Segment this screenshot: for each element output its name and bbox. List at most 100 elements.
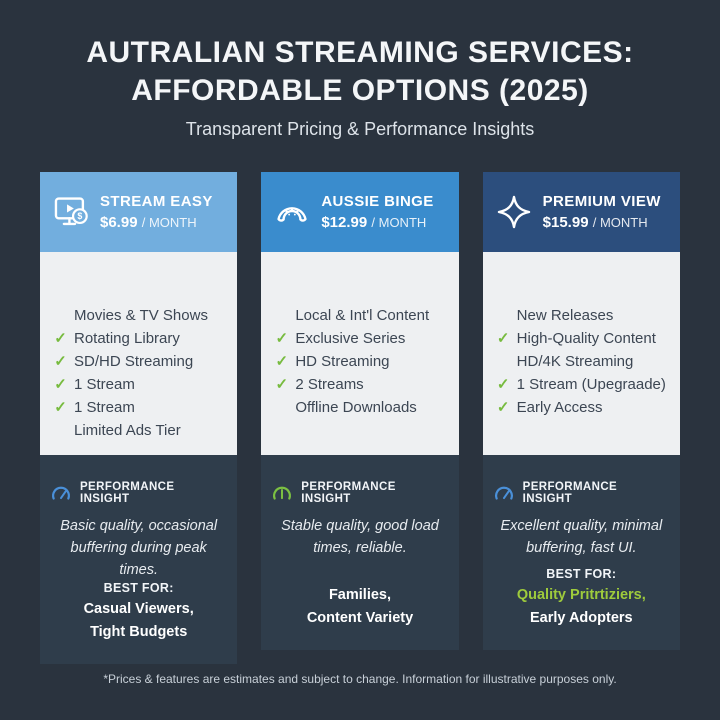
plan-price-row: $12.99 / MONTH — [321, 214, 433, 231]
feature-text: New Releases — [516, 307, 614, 324]
performance-insight-text: Basic quality, occasional buffering duri… — [60, 518, 218, 578]
feature-item: ✓ 1 Stream — [52, 396, 229, 419]
svg-text:$: $ — [77, 211, 82, 221]
card-header-text: STREAM EASY $6.99 / MONTH — [100, 193, 213, 231]
card-icon — [273, 193, 311, 231]
best-for-block: BEST FOR: Casual Viewers, Tight Budgets — [84, 581, 194, 644]
pricing-card: AUSSIE BINGE $12.99 / MONTH Local & Int'… — [261, 172, 459, 650]
plan-price-period: / MONTH — [141, 215, 197, 230]
best-for-block: BEST FOR: Quality Pritrtiziers, Early Ado… — [517, 567, 646, 630]
check-icon: ✓ — [275, 330, 289, 347]
best-for-line: Early Adopters — [530, 610, 633, 626]
feature-item: ✓ HD Streaming — [273, 350, 450, 373]
feature-item: ✓ High-Quality Content — [495, 327, 672, 350]
pricing-card: $ STREAM EASY $6.99 / MONTH Movies & TV … — [40, 172, 238, 664]
best-for-line: Content Variety — [306, 610, 414, 626]
feature-item: HD/4K Streaming — [495, 350, 672, 373]
page-title-line2: AFFORDABLE OPTIONS (2025) — [131, 74, 589, 107]
feature-list: Movies & TV Shows ✓ Rotating Library ✓ SD/HD… — [52, 304, 229, 442]
plan-price-row: $15.99 / MONTH — [543, 214, 661, 231]
plan-price: $6.99 — [100, 214, 138, 231]
card-insight-section: PERFORMANCE INSIGHT Excellent quality, m… — [482, 455, 680, 650]
card-header: $ STREAM EASY $6.99 / MONTH — [40, 172, 238, 252]
feature-text: 1 Stream (Upegraade) — [516, 376, 666, 393]
disclaimer-text: *Prices & features are estimates and sub… — [103, 672, 617, 686]
check-icon: ✓ — [496, 399, 510, 416]
performance-insight-text: Excellent quality, minimal buffering, fa… — [500, 518, 663, 556]
best-for-lines: Families, Content Variety — [307, 584, 413, 630]
performance-insight-text: Stable quality, good load times, reliabl… — [281, 518, 439, 556]
feature-item: ✓ SD/HD Streaming — [52, 350, 229, 373]
best-for-label: BEST FOR: — [103, 581, 174, 595]
performance-insight-label: PERFORMANCE INSIGHT — [79, 481, 175, 505]
feature-item: ✓ 1 Stream — [52, 373, 229, 396]
card-icon: $ — [52, 193, 90, 231]
feature-list: Local & Int'l Content ✓ Exclusive Series ✓ H… — [273, 304, 450, 419]
plan-name: AUSSIE BINGE — [321, 193, 434, 210]
best-for-lines: Casual Viewers, Tight Budgets — [84, 598, 194, 644]
feature-item: ✓ 2 Streams — [273, 373, 450, 396]
gauge-icon — [273, 486, 292, 500]
feature-text: High-Quality Content — [516, 330, 656, 347]
plan-price-period: / MONTH — [592, 215, 648, 230]
check-icon: ✓ — [54, 330, 67, 347]
feature-text: Rotating Library — [74, 330, 180, 347]
sparkle-icon — [497, 195, 530, 229]
pricing-card: PREMIUM VIEW $15.99 / MONTH New Releases… — [482, 172, 680, 650]
feature-item: ✓ Rotating Library — [52, 327, 229, 350]
best-for-label: BEST FOR: — [546, 567, 617, 581]
feature-item: ✓ 1 Stream (Upegraade) — [495, 373, 672, 396]
feature-item: Offline Downloads — [273, 396, 450, 419]
feature-item: Local & Int'l Content — [273, 304, 450, 327]
plan-name: STREAM EASY — [100, 193, 213, 210]
feature-text: 2 Streams — [295, 376, 364, 393]
feature-item: Movies & TV Shows — [52, 304, 229, 327]
plan-name: PREMIUM VIEW — [542, 193, 661, 210]
pricing-cards-row: $ STREAM EASY $6.99 / MONTH Movies & TV … — [40, 172, 680, 664]
tv-play-dollar-icon: $ — [54, 197, 88, 226]
best-for-block: Families, Content Variety — [307, 584, 413, 630]
performance-insight-label: PERFORMANCE INSIGHT — [522, 481, 618, 505]
card-icon — [495, 193, 533, 231]
performance-insight-row: PERFORMANCE INSIGHT — [271, 481, 448, 505]
card-header: AUSSIE BINGE $12.99 / MONTH — [261, 172, 459, 252]
feature-item: ✓ Exclusive Series — [273, 327, 450, 350]
check-icon: ✓ — [496, 330, 510, 347]
gauge-icon — [494, 486, 513, 500]
feature-text: Early Access — [516, 399, 603, 416]
feature-item: New Releases — [495, 304, 672, 327]
feature-text: 1 Stream — [74, 399, 135, 416]
feature-item: ✓ Early Access — [495, 396, 672, 419]
feature-text: HD Streaming — [295, 353, 390, 370]
card-insight-section: PERFORMANCE INSIGHT Stable quality, good… — [261, 455, 459, 650]
plan-price-period: / MONTH — [371, 215, 427, 230]
best-for-lines: Quality Pritrtiziers, Early Adopters — [517, 584, 646, 630]
page-subtitle: Transparent Pricing & Performance Insigh… — [185, 119, 535, 139]
feature-text: Movies & TV Shows — [74, 307, 208, 324]
feature-list: New Releases ✓ High-Quality Content HD/4K S… — [495, 304, 672, 419]
card-insight-section: PERFORMANCE INSIGHT Basic quality, occas… — [40, 455, 238, 664]
card-features-section: New Releases ✓ High-Quality Content HD/4K S… — [482, 252, 680, 455]
check-icon: ✓ — [54, 353, 67, 370]
best-for-line: Casual Viewers, — [83, 601, 194, 617]
best-for-line: Quality Pritrtiziers, — [516, 587, 646, 603]
feature-text: SD/HD Streaming — [74, 353, 194, 370]
best-for-line: Tight Budgets — [90, 624, 188, 640]
page-title-line1: AUTRALIAN STREAMING SERVICES: — [86, 36, 634, 69]
check-icon: ✓ — [496, 376, 510, 393]
card-header-text: AUSSIE BINGE $12.99 / MONTH — [321, 193, 433, 231]
feature-text: Local & Int'l Content — [295, 307, 430, 324]
check-icon: ✓ — [54, 399, 67, 416]
performance-insight-row: PERFORMANCE INSIGHT — [50, 481, 227, 505]
check-icon: ✓ — [54, 376, 67, 393]
feature-text: HD/4K Streaming — [516, 353, 634, 370]
performance-insight-row: PERFORMANCE INSIGHT — [493, 481, 670, 505]
card-header-text: PREMIUM VIEW $15.99 / MONTH — [543, 193, 661, 231]
performance-insight-label: PERFORMANCE INSIGHT — [301, 481, 396, 505]
feature-text: Limited Ads Tier — [74, 422, 181, 439]
feature-text: Offline Downloads — [295, 399, 417, 416]
feature-text: Exclusive Series — [295, 330, 406, 347]
plan-price: $12.99 — [321, 214, 368, 231]
check-icon: ✓ — [275, 376, 289, 393]
check-icon: ✓ — [275, 353, 289, 370]
